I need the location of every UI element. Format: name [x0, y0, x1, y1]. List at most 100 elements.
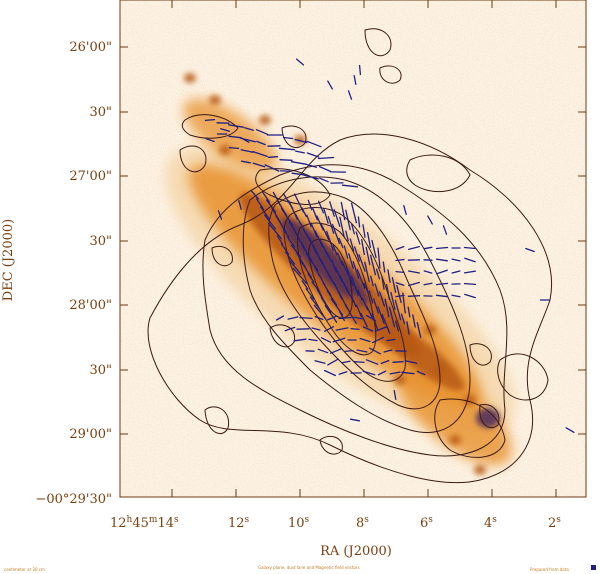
field-vector: [423, 270, 433, 274]
field-vector: [349, 418, 361, 422]
field-vector: [357, 289, 363, 301]
field-vector: [371, 336, 385, 344]
field-vector: [416, 322, 422, 338]
field-vector: [356, 269, 366, 289]
field-vector: [323, 208, 329, 224]
emission-knot: [449, 435, 461, 445]
x-tick-label: 8s: [356, 515, 369, 531]
field-vector: [240, 149, 254, 153]
field-vector: [312, 207, 318, 221]
field-vector: [451, 270, 461, 274]
emission-knot: [219, 145, 231, 155]
field-vector: [394, 320, 400, 332]
field-vector: [314, 265, 320, 277]
field-vector: [345, 209, 351, 231]
axis-ticks: [120, 0, 586, 497]
field-vector: [326, 290, 338, 306]
field-vector: [357, 216, 361, 228]
field-vector: [381, 276, 385, 290]
field-vector: [323, 326, 335, 332]
field-vector: [349, 238, 355, 252]
field-vector: [369, 254, 377, 276]
field-vector: [395, 258, 405, 262]
field-vector: [278, 147, 296, 151]
field-vector: [403, 205, 407, 215]
field-vector: [238, 200, 242, 210]
field-vector: [353, 360, 365, 364]
field-vector: [303, 174, 319, 180]
field-vector: [369, 347, 381, 355]
field-vector: [387, 269, 391, 283]
field-vector: [525, 247, 535, 253]
field-vector: [371, 313, 379, 331]
field-vector: [408, 245, 420, 251]
field-vector: [299, 316, 313, 320]
contour-line: [211, 245, 233, 267]
field-vector: [326, 315, 338, 321]
field-vector: [295, 213, 301, 225]
field-vector: [287, 316, 299, 320]
field-vector: [395, 270, 405, 274]
y-tick-label: 28'00": [69, 298, 112, 313]
field-vector: [377, 306, 385, 324]
field-vector: [365, 314, 377, 322]
emission-knot: [184, 73, 196, 83]
field-vector: [365, 359, 379, 365]
field-vector: [396, 284, 402, 304]
field-vector: [338, 237, 344, 249]
field-vector: [291, 172, 305, 176]
field-vector: [205, 137, 215, 143]
field-vector: [356, 349, 368, 353]
field-vector: [347, 90, 353, 100]
field-vector: [327, 216, 335, 234]
emission-knot: [209, 95, 221, 105]
field-vector: [451, 294, 461, 298]
field-vector: [364, 261, 370, 283]
contour-line: [181, 114, 239, 139]
contour-line: [379, 65, 402, 84]
field-vector: [377, 247, 381, 269]
field-vector: [346, 268, 354, 286]
field-vector: [317, 348, 329, 354]
contour-line: [469, 343, 492, 366]
field-vector: [344, 303, 352, 315]
field-vector: [267, 222, 283, 240]
field-vector: [327, 358, 339, 366]
field-vector: [259, 206, 271, 220]
field-vector: [265, 199, 277, 213]
field-vector: [386, 338, 396, 342]
footer-right-text: Prepared from data: [530, 567, 569, 572]
field-vector: [464, 257, 476, 263]
field-vector: [389, 371, 401, 375]
field-vector: [366, 231, 372, 249]
field-vector: [423, 282, 433, 286]
field-vector: [323, 369, 337, 377]
field-vector: [442, 225, 448, 235]
field-vector: [240, 160, 252, 164]
field-vector: [290, 161, 308, 165]
x-tick-label: 2s: [548, 515, 561, 531]
x-tick-labels: 12h45m14s 12s 10s 8s 6s 4s 2s: [110, 515, 561, 531]
y-tick-label: 26'00": [69, 40, 112, 55]
field-vector: [282, 228, 290, 238]
field-vector: [311, 327, 321, 331]
emission-knot: [476, 408, 500, 428]
field-vector: [350, 327, 360, 331]
legend-square: [591, 565, 596, 570]
contour-line: [268, 191, 441, 410]
field-vector: [436, 269, 448, 275]
field-vector: [267, 156, 279, 158]
field-vector: [335, 267, 343, 283]
field-vector: [362, 370, 376, 376]
field-vector: [407, 270, 421, 274]
field-vector: [388, 306, 396, 328]
field-vector: [385, 283, 391, 301]
field-vector: [284, 251, 296, 265]
field-vector: [400, 313, 406, 325]
field-vector: [368, 290, 374, 304]
field-vector: [412, 314, 416, 328]
field-vector: [317, 200, 325, 214]
field-vector: [290, 244, 302, 258]
